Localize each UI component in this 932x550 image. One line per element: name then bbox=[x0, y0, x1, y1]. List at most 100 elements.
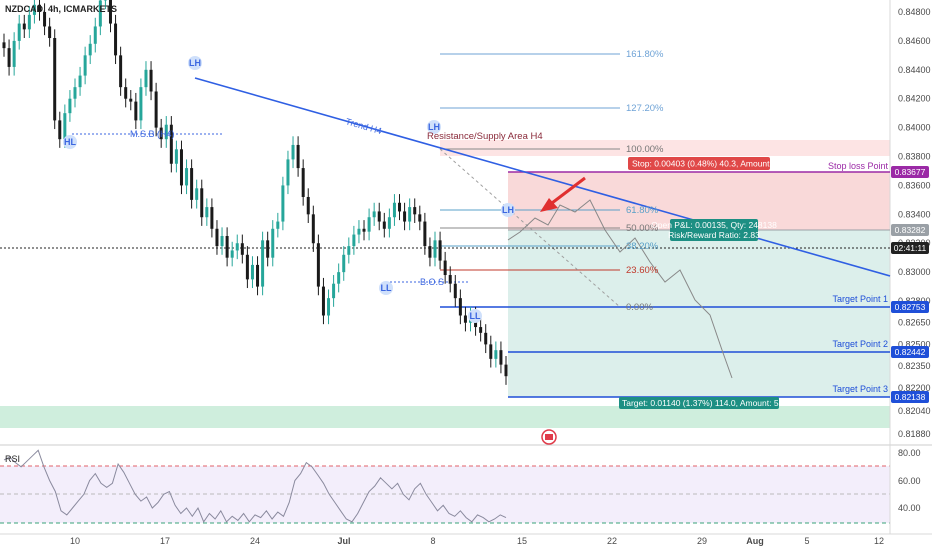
resistance-label: Resistance/Supply Area H4 bbox=[427, 131, 543, 142]
candle-body bbox=[332, 283, 336, 299]
candle-body bbox=[230, 250, 234, 258]
candle-body bbox=[387, 217, 391, 229]
price-tick-label: 0.84400 bbox=[898, 65, 931, 75]
candle-body bbox=[210, 207, 214, 229]
price-tag-target-2[interactable]: 0.82442 bbox=[891, 346, 929, 358]
candle-body bbox=[377, 211, 381, 222]
candle-body bbox=[271, 228, 275, 258]
candle-body bbox=[438, 240, 442, 261]
time-label-aug: Aug bbox=[746, 536, 764, 546]
price-tick-label: 0.83800 bbox=[898, 152, 931, 162]
candle-body bbox=[22, 23, 26, 30]
candle-body bbox=[185, 168, 189, 186]
stop-loss-point-label: Stop loss Point bbox=[828, 161, 889, 171]
candle-body bbox=[484, 332, 488, 345]
red-arrow-shaft bbox=[547, 176, 586, 208]
lh-marker-2: LH bbox=[427, 120, 441, 134]
candle-body bbox=[311, 214, 315, 244]
candle-body bbox=[357, 228, 361, 235]
candle-body bbox=[114, 23, 118, 56]
fib-label-1272: 127.20% bbox=[626, 103, 664, 114]
candle-body bbox=[220, 236, 224, 247]
price-tag-target-3-text: 0.82138 bbox=[895, 392, 926, 402]
candle-body bbox=[266, 240, 270, 258]
candle-body bbox=[129, 98, 133, 102]
price-tick-label: 0.81880 bbox=[898, 429, 931, 439]
fib-label-618: 61.80% bbox=[626, 205, 659, 216]
candle-body bbox=[134, 101, 138, 121]
candle-body bbox=[78, 75, 82, 88]
msb-label: M.S.B (H4) bbox=[130, 129, 175, 139]
price-tick-label: 0.82200 bbox=[898, 383, 931, 393]
candle-body bbox=[382, 221, 386, 229]
candle-body bbox=[316, 243, 320, 287]
trend-line-h4 bbox=[194, 77, 891, 277]
candle-body bbox=[276, 221, 280, 229]
candle-body bbox=[423, 221, 427, 247]
candle-body bbox=[139, 87, 143, 121]
rsi-tick-60: 60.00 bbox=[898, 476, 921, 486]
candle-body bbox=[32, 4, 36, 15]
time-label-10: 10 bbox=[70, 536, 80, 546]
event-flag-icon[interactable] bbox=[541, 429, 557, 445]
time-label-8: 8 bbox=[430, 536, 435, 546]
price-tag-stop-text: 0.83677 bbox=[895, 167, 926, 177]
candle-body bbox=[225, 236, 229, 258]
ll-label-2: LL bbox=[470, 311, 481, 321]
candle-body bbox=[205, 207, 209, 218]
target-info-box: Target: 0.01140 (1.37%) 114.0, Amount: 5… bbox=[619, 397, 800, 409]
red-arrow-head bbox=[540, 198, 558, 212]
candle-body bbox=[256, 264, 260, 287]
fib-diagonal bbox=[439, 148, 621, 308]
bos-label: B.O.S bbox=[420, 277, 444, 287]
candle-body bbox=[48, 26, 52, 39]
candle-body bbox=[342, 254, 346, 273]
candle-body bbox=[433, 240, 437, 258]
lh-label-3: LH bbox=[502, 205, 514, 215]
candle-body bbox=[347, 246, 351, 255]
stop-info-box: Stop: 0.00403 (0.48%) 40.3, Amount: 490 bbox=[628, 157, 789, 170]
price-tick-label: 0.82500 bbox=[898, 339, 931, 349]
fib-label-236: 23.60% bbox=[626, 265, 659, 276]
candle-body bbox=[458, 298, 462, 316]
candle-body bbox=[68, 98, 72, 114]
time-label-29: 29 bbox=[697, 536, 707, 546]
open-pnl-line-2: Risk/Reward Ratio: 2.83 bbox=[668, 230, 760, 240]
candle-body bbox=[499, 350, 503, 365]
candle-body bbox=[408, 207, 412, 222]
time-label-24: 24 bbox=[250, 536, 260, 546]
demand-zone bbox=[0, 406, 890, 428]
price-tag-entry-text: 0.83282 bbox=[895, 225, 926, 235]
ll-marker-1: LL bbox=[379, 281, 393, 295]
price-tick-label: 0.84000 bbox=[898, 123, 931, 133]
candle-body bbox=[245, 254, 249, 280]
candle-body bbox=[7, 48, 11, 67]
candle-body bbox=[240, 243, 244, 255]
candle-body bbox=[321, 286, 325, 316]
stop-info-text: Stop: 0.00403 (0.48%) 40.3, Amount: 490 bbox=[632, 159, 789, 169]
price-tag-stop[interactable]: 0.83677 bbox=[891, 166, 929, 178]
candle-body bbox=[281, 185, 285, 222]
fib-label-0: 0.00% bbox=[626, 302, 653, 313]
price-tag-current[interactable]: 02:41:11 bbox=[891, 242, 929, 254]
price-tag-entry[interactable]: 0.83282 bbox=[891, 224, 929, 236]
fib-label-100: 100.00% bbox=[626, 144, 664, 155]
candle-body bbox=[286, 159, 290, 186]
candle-body bbox=[215, 228, 219, 247]
candle-body bbox=[367, 217, 371, 232]
target-point-1-label: Target Point 1 bbox=[832, 294, 888, 304]
time-label-jul: Jul bbox=[337, 536, 350, 546]
candle-body bbox=[58, 120, 62, 140]
candle-body bbox=[17, 23, 21, 41]
target-point-2-label: Target Point 2 bbox=[832, 339, 888, 349]
price-tag-target-3[interactable]: 0.82138 bbox=[891, 391, 929, 403]
candle-body bbox=[337, 272, 341, 284]
candle-body bbox=[73, 87, 77, 99]
candle-body bbox=[448, 275, 452, 284]
time-label-17: 17 bbox=[160, 536, 170, 546]
open-pnl-line-1: Open P&L: 0.00135, Qty: 248138 bbox=[651, 220, 777, 230]
candle-body bbox=[63, 113, 67, 140]
rsi-tick-40: 40.00 bbox=[898, 503, 921, 513]
candle-body bbox=[149, 69, 153, 92]
price-tag-target-1[interactable]: 0.82753 bbox=[891, 301, 929, 313]
